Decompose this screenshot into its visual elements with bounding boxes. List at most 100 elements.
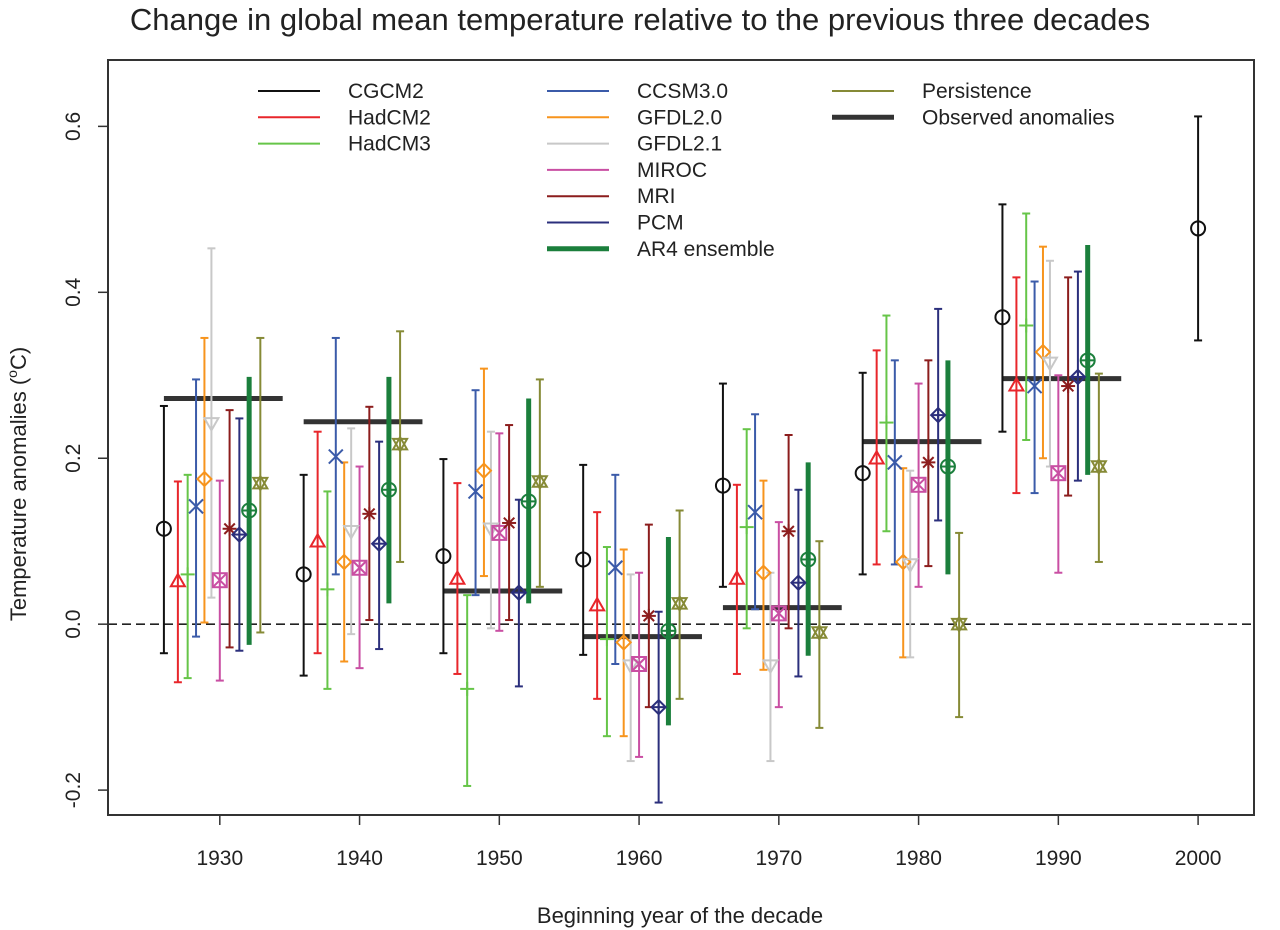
marker-stroke [771,605,787,622]
marker-stroke [188,498,204,515]
legend-label: GFDL2.0 [637,106,722,129]
marker-stroke [1062,380,1075,393]
marker-shape [631,656,648,672]
marker-hourglass [810,623,829,642]
legend-label: MRI [637,185,676,208]
marker-shape [475,462,493,480]
marker-circle [575,551,592,568]
marker-stroke [467,483,484,500]
axes-layer: 1930 1940 1950 1960 1970 1980 1990 2000 -0.2 0.0 0… [62,59,1255,870]
marker-shape [531,475,549,491]
marker-stroke [922,456,935,469]
marker-hourglass [670,594,689,613]
marker-shape [755,564,772,582]
legend-label: GFDL2.1 [637,133,722,156]
marker-triangle-down [761,659,780,675]
marker-circle [295,566,312,583]
marker-x [1026,378,1043,394]
observed-layer [163,376,1122,640]
marker-shape [575,551,592,568]
legend-label: Persistence [922,80,1032,103]
marker-shape [342,525,360,541]
marker-hourglass [1090,457,1108,476]
marker-shape [196,470,213,488]
marker-shape [761,659,780,675]
marker-triangle-down [482,522,500,538]
marker-diamond-plus [230,526,248,543]
marker-circle-plus [800,551,817,568]
x-tick-label: 1990 [1035,847,1082,870]
markers-layer [155,220,1207,716]
marker-shape [1090,460,1108,476]
legend-entry: PCM [547,212,684,235]
marker-stroke [782,525,795,538]
marker-diamond [755,564,772,582]
marker-square-x [351,559,368,576]
marker-stroke [607,560,624,576]
marker-shape [391,437,409,454]
marker-stroke [631,656,647,672]
marker-diamond-plus [650,698,668,716]
y-tick-label: 0.4 [62,277,85,307]
marker-diamond-plus [789,574,807,592]
marker-triangle-down [621,659,640,675]
marker-shape [155,520,172,537]
marker-stroke [223,522,236,535]
marker-circle-plus [660,622,677,639]
marker-shape [1050,465,1067,482]
legend-label: HadCM2 [348,106,431,129]
y-tick-label: 0.0 [62,610,85,639]
x-tick-label: 1950 [476,847,523,870]
marker-shape [910,476,927,493]
marker-shape [867,449,886,465]
marker-plus [739,520,754,535]
marker-plus [180,567,195,582]
marker-diamond [196,470,213,488]
marker-square-x [1050,465,1067,482]
marker-triangle [448,569,467,585]
marker-circle-plus [1079,352,1096,369]
marker-x [887,454,903,471]
error-bars-layer [159,115,1203,804]
marker-shape [169,572,187,588]
marker-x [188,498,204,515]
marker-shape [728,569,746,585]
marker-shape [335,553,353,571]
legend-entry: MRI [547,185,676,208]
marker-shape [491,524,508,541]
marker-star [641,608,656,623]
plot-frame [107,59,1255,816]
marker-stroke [328,448,344,465]
marker-x [747,504,763,520]
marker-circle-plus [520,493,537,510]
legend-label: PCM [637,212,684,235]
marker-shape [810,626,829,642]
marker-shape [615,634,633,651]
marker-diamond-plus [370,535,388,553]
legend-entry: CCSM3.0 [547,80,728,103]
marker-shape [482,522,500,538]
marker-shape [202,417,221,433]
marker-star [1061,379,1076,394]
legend-label: HadCM3 [348,133,431,156]
marker-x [467,483,484,500]
marker-triangle-down [901,558,919,574]
legend-entry: GFDL2.1 [547,133,722,156]
marker-triangle [867,449,886,465]
marker-diamond [335,553,353,571]
marker-diamond-plus [929,406,947,424]
legend-label: CCSM3.0 [637,80,728,103]
marker-diamond-plus [1069,368,1087,386]
marker-stroke [887,454,903,471]
x-tick-label: 2000 [1175,847,1222,870]
marker-star [222,521,237,536]
y-tick-label: 0.2 [62,444,85,473]
marker-square-x [631,656,648,672]
marker-triangle-down [1041,356,1059,372]
marker-shape [950,617,968,634]
marker-square-x [211,572,228,589]
chart-title: Change in global mean temperature relati… [129,2,1151,37]
marker-circle-plus [380,481,397,498]
legend-entry: HadCM2 [258,106,431,129]
